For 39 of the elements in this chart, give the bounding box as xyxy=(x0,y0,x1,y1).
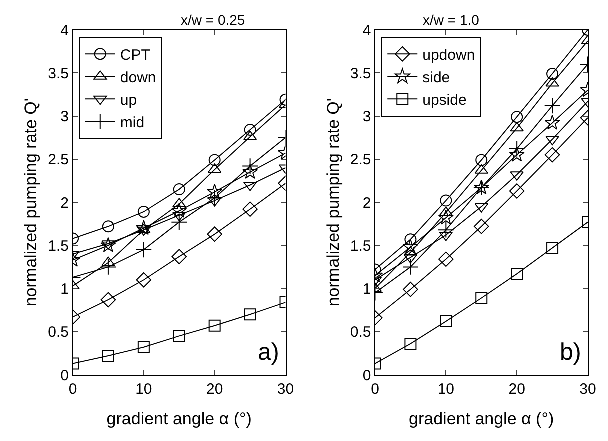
y-tick-label: 1.5 xyxy=(350,238,372,255)
y-tick-label: 0 xyxy=(60,367,69,384)
annotation: b) xyxy=(560,339,582,366)
y-tick-label: 0 xyxy=(362,367,372,384)
x-axis-title: gradient angle α (°) xyxy=(106,409,252,428)
legend-label: mid xyxy=(120,114,145,132)
y-tick-label: 4 xyxy=(60,22,69,40)
y-tick-label: 3 xyxy=(362,108,372,126)
x-tick-label: 10 xyxy=(438,381,455,398)
legend-label: down xyxy=(120,70,156,86)
y-tick-label: 4 xyxy=(362,22,372,40)
legend-label: CPT xyxy=(120,47,150,64)
y-tick-label: 1.5 xyxy=(48,238,69,255)
legend-label: updown xyxy=(422,47,476,64)
legend-label: upside xyxy=(422,92,467,109)
x-tick-label: 20 xyxy=(508,381,526,398)
y-tick-label: 2.5 xyxy=(350,152,372,169)
annotation: a) xyxy=(258,339,280,366)
x-tick-label: 10 xyxy=(136,381,152,398)
chart-title: x/w = 1.0 xyxy=(423,12,480,28)
y-tick-label: 2.5 xyxy=(48,152,69,169)
y-tick-label: 2 xyxy=(60,194,69,212)
x-tick-label: 30 xyxy=(580,381,596,398)
y-tick-label: 3.5 xyxy=(48,65,69,82)
y-axis-title: normalized pumping rate Q' xyxy=(324,98,343,307)
y-tick-label: 0.5 xyxy=(350,324,372,342)
x-tick-label: 20 xyxy=(206,381,224,398)
chart-title: x/w = 0.25 xyxy=(181,12,246,28)
x-tick-label: 30 xyxy=(277,381,294,398)
y-tick-label: 2 xyxy=(362,194,372,212)
y-tick-label: 3 xyxy=(60,108,69,126)
y-tick-label: 1 xyxy=(362,281,372,298)
legend-label: side xyxy=(422,70,450,86)
y-tick-label: 0.5 xyxy=(48,324,69,342)
y-tick-label: 1 xyxy=(60,281,69,298)
legend-label: up xyxy=(120,92,138,109)
y-tick-label: 3.5 xyxy=(350,65,372,82)
y-axis-title: normalized pumping rate Q' xyxy=(22,98,41,307)
x-axis-title: gradient angle α (°) xyxy=(409,409,554,428)
